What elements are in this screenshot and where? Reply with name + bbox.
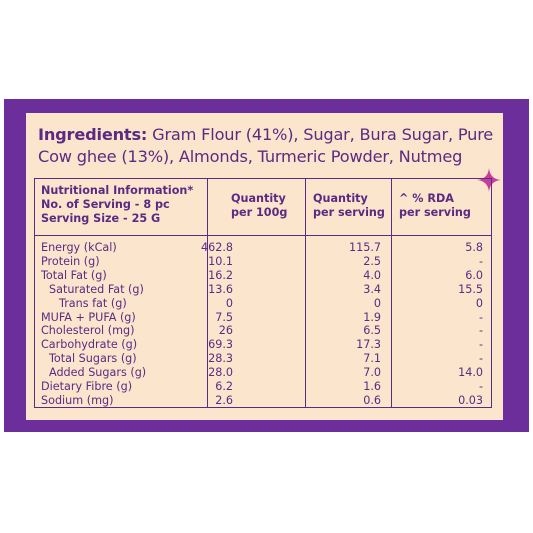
nutrient-label: Dietary Fibre (g) — [41, 380, 133, 393]
value-per-100g: 7.5 — [215, 310, 233, 324]
header-nutrition-info: Nutritional Information* No. of Serving … — [41, 184, 193, 226]
value-per-100g: 2.6 — [215, 393, 233, 407]
value-per-serving: 17.3 — [356, 338, 381, 352]
value-per-serving: 2.5 — [363, 254, 381, 268]
value-rda: 0.03 — [458, 393, 483, 407]
value-per-serving: 6.5 — [363, 324, 381, 338]
table-row: Dietary Fibre (g) 6.2 1.6 - — [35, 380, 491, 393]
nutrient-label: Total Sugars (g) — [49, 352, 137, 366]
table-row: MUFA + PUFA (g) 7.5 1.9 - — [35, 311, 491, 324]
purple-frame: Ingredients: Gram Flour (41%), Sugar, Bu… — [4, 99, 529, 432]
value-per-serving: 7.0 — [363, 366, 381, 380]
value-per-serving: 0.6 — [363, 393, 381, 407]
table-row: Energy (kCal) 462.8 115.7 5.8 — [35, 241, 491, 254]
table-row: Saturated Fat (g) 13.6 3.4 15.5 — [35, 283, 491, 296]
header-servings: No. of Serving - 8 pc — [41, 198, 170, 211]
table-row: Carbohydrate (g) 69.3 17.3 - — [35, 338, 491, 351]
table-row: Total Fat (g) 16.2 4.0 6.0 — [35, 269, 491, 282]
value-per-100g: 69.3 — [208, 338, 233, 352]
table-row: Total Sugars (g) 28.3 7.1 - — [35, 352, 491, 365]
value-rda: 15.5 — [458, 282, 483, 296]
value-rda: 0 — [475, 296, 483, 310]
header-serving-size: Serving Size - 25 G — [41, 212, 161, 225]
table-row: Protein (g) 10.1 2.5 - — [35, 255, 491, 268]
table-divider — [391, 179, 392, 407]
value-rda: - — [478, 254, 483, 268]
nutrient-label: Sodium (mg) — [41, 393, 114, 407]
nutrient-label: Total Fat (g) — [41, 268, 107, 282]
value-rda: 14.0 — [458, 366, 483, 380]
value-per-serving: 4.0 — [363, 268, 381, 282]
value-per-serving: 3.4 — [363, 282, 381, 296]
nutrient-label: Trans fat (g) — [59, 296, 127, 310]
nutrient-label: Cholesterol (mg) — [41, 324, 135, 338]
table-row: Cholesterol (mg) 26 6.5 - — [35, 324, 491, 337]
value-per-serving: 7.1 — [363, 352, 381, 366]
value-rda: 5.8 — [465, 241, 483, 254]
value-per-serving: 1.6 — [363, 380, 381, 393]
label-card: Ingredients: Gram Flour (41%), Sugar, Bu… — [26, 113, 503, 420]
ingredients-heading: Ingredients: — [38, 125, 148, 144]
value-per-serving: 115.7 — [348, 241, 381, 254]
table-row: Trans fat (g) 0 0 0 — [35, 297, 491, 310]
header-title: Nutritional Information* — [41, 184, 194, 197]
value-per-100g: 10.1 — [208, 254, 233, 268]
header-rda: ^ % RDA per serving — [399, 192, 471, 220]
value-per-100g: 0 — [225, 296, 233, 310]
nutrient-label: MUFA + PUFA (g) — [41, 310, 136, 324]
table-divider — [207, 179, 208, 407]
nutrient-label: Carbohydrate (g) — [41, 338, 138, 352]
value-rda: - — [478, 324, 483, 338]
header-quantity: Quantity — [231, 192, 286, 205]
header-quantity: Quantity — [313, 192, 368, 205]
table-row: Added Sugars (g) 28.0 7.0 14.0 — [35, 366, 491, 379]
nutrient-label: Protein (g) — [41, 254, 100, 268]
value-rda: - — [478, 380, 483, 393]
header-per-100g: Quantity per 100g — [231, 192, 287, 220]
value-rda: - — [478, 338, 483, 352]
value-per-100g: 16.2 — [208, 268, 233, 282]
value-per-100g: 28.0 — [208, 366, 233, 380]
ingredients-statement: Ingredients: Gram Flour (41%), Sugar, Bu… — [38, 124, 498, 168]
table-divider — [305, 179, 306, 407]
table-row: Sodium (mg) 2.6 0.6 0.03 — [35, 394, 491, 407]
value-per-100g: 13.6 — [208, 282, 233, 296]
header-per-serving-label: per serving — [313, 206, 385, 219]
value-rda: - — [478, 352, 483, 366]
nutrient-label: Saturated Fat (g) — [49, 282, 144, 296]
nutrient-label: Energy (kCal) — [41, 241, 117, 254]
sparkle-icon — [477, 168, 501, 192]
header-rda-label: ^ % RDA — [399, 192, 454, 205]
value-per-100g: 462.8 — [200, 241, 233, 254]
header-divider — [35, 235, 491, 236]
header-per-serving: Quantity per serving — [313, 192, 385, 220]
header-per100g-label: per 100g — [231, 206, 288, 219]
nutrient-label: Added Sugars (g) — [49, 366, 147, 380]
value-per-100g: 6.2 — [215, 380, 233, 393]
value-rda: - — [478, 310, 483, 324]
value-per-100g: 28.3 — [208, 352, 233, 366]
value-per-100g: 26 — [218, 324, 233, 338]
value-per-serving: 1.9 — [363, 310, 381, 324]
value-rda: 6.0 — [465, 268, 483, 282]
value-per-serving: 0 — [373, 296, 381, 310]
header-rda-per-serving: per serving — [399, 206, 471, 219]
ingredients-text: Gram Flour (41%), Sugar, Bura Sugar, Pur… — [38, 125, 494, 166]
nutrition-table: Nutritional Information* No. of Serving … — [34, 178, 492, 408]
